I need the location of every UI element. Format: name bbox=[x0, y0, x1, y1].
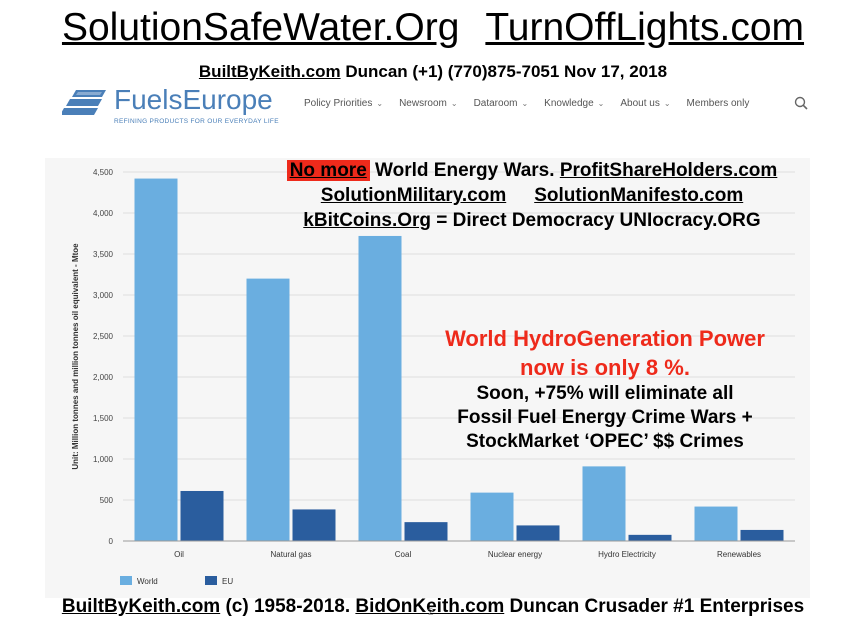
footer-link-builtbykeith[interactable]: BuiltByKeith.com bbox=[61, 596, 221, 617]
x-tick-label: Oil bbox=[174, 550, 184, 559]
header-link-safewater[interactable]: SolutionSafeWater.Org bbox=[61, 6, 460, 49]
x-tick-label: Nuclear energy bbox=[488, 550, 542, 559]
hydro-line-2: now is only 8 %. bbox=[520, 355, 690, 380]
header-title: SolutionSafeWater.Org TurnOffLights.com bbox=[0, 6, 866, 50]
nav-item-knowledge[interactable]: Knowledge ⌄ bbox=[544, 98, 605, 109]
nav-item-policy-priorities[interactable]: Policy Priorities ⌄ bbox=[304, 98, 384, 109]
link-profitshareholders[interactable]: ProfitShareHolders.com bbox=[559, 160, 778, 181]
chevron-down-icon: ⌄ bbox=[450, 99, 458, 108]
legend-swatch-world bbox=[120, 576, 132, 585]
no-more-highlight: No more bbox=[286, 160, 370, 181]
chevron-down-icon: ⌄ bbox=[521, 99, 529, 108]
y-tick-label: 0 bbox=[109, 537, 114, 546]
y-tick-label: 2,000 bbox=[93, 373, 114, 382]
nav-menu: Policy Priorities ⌄ Newsroom ⌄ Dataroom ⌄ K… bbox=[304, 98, 765, 109]
fuelseurope-navbar: FuelsEurope REFINING PRODUCTS FOR OUR EV… bbox=[60, 82, 820, 132]
nav-item-about-us[interactable]: About us ⌄ bbox=[620, 98, 671, 109]
footer: BuiltByKeith.com (c) 1958-2018. BidOnKei… bbox=[61, 596, 805, 617]
bar-eu-oil bbox=[180, 490, 224, 541]
bar-world-coal bbox=[358, 235, 402, 541]
x-tick-label: Renewables bbox=[717, 550, 761, 559]
header-link-turnofflights[interactable]: TurnOffLights.com bbox=[485, 6, 805, 49]
fuelseurope-logo-icon bbox=[62, 90, 106, 115]
bar-world-nuclear-energy bbox=[470, 492, 514, 541]
link-solutionmilitary[interactable]: SolutionMilitary.com bbox=[320, 185, 507, 206]
chart-panel: 0 500 1,000 1,500 2,000 2,500 3,000 3,500 4,000 4… bbox=[45, 158, 810, 598]
bar-world-renewables bbox=[694, 506, 738, 541]
search-icon[interactable] bbox=[794, 96, 808, 110]
chevron-down-icon: ⌄ bbox=[597, 99, 605, 108]
overlay-energy-wars: No more World Energy Wars. ProfitShareHo… bbox=[262, 158, 802, 233]
legend-label-world: World bbox=[137, 577, 158, 586]
link-kbitcoins[interactable]: kBitCoins.Org bbox=[303, 210, 432, 231]
y-tick-label: 500 bbox=[100, 496, 114, 505]
nav-item-newsroom[interactable]: Newsroom ⌄ bbox=[399, 98, 458, 109]
bar-world-natural-gas bbox=[246, 278, 290, 541]
energy-consumption-bar-chart: 0 500 1,000 1,500 2,000 2,500 3,000 3,500 4,000 4… bbox=[71, 168, 795, 586]
logo-tagline: REFINING PRODUCTS FOR OUR EVERYDAY LIFE bbox=[114, 118, 279, 125]
bar-eu-renewables bbox=[740, 529, 784, 541]
chevron-down-icon: ⌄ bbox=[663, 99, 671, 108]
hydro-line-5: StockMarket ‘OPEC’ $$ Crimes bbox=[466, 431, 744, 452]
logo-text: FuelsEurope bbox=[114, 84, 273, 115]
nav-item-members-only[interactable]: Members only bbox=[686, 98, 750, 109]
y-tick-label: 1,000 bbox=[93, 455, 114, 464]
legend-swatch-eu bbox=[205, 576, 217, 585]
subheader-link[interactable]: BuiltByKeith.com bbox=[198, 62, 341, 81]
bar-world-oil bbox=[134, 178, 178, 541]
hydro-line-1: World HydroGeneration Power bbox=[445, 326, 765, 351]
y-tick-label: 2,500 bbox=[93, 332, 114, 341]
x-tick-label: Coal bbox=[395, 550, 412, 559]
bar-eu-coal bbox=[404, 522, 448, 541]
subheader-contact: Duncan (+1) (770)875-7051 Nov 17, 2018 bbox=[340, 62, 668, 81]
hydro-line-4: Fossil Fuel Energy Crime Wars + bbox=[457, 407, 753, 428]
bar-world-hydro-electricity bbox=[582, 466, 626, 541]
bar-eu-natural-gas bbox=[292, 509, 336, 541]
subheader: BuiltByKeith.com Duncan (+1) (770)875-70… bbox=[0, 62, 866, 82]
overlay-hydro-message: World HydroGeneration Power now is only … bbox=[420, 324, 790, 454]
bar-eu-nuclear-energy bbox=[516, 525, 560, 541]
y-tick-label: 3,000 bbox=[93, 291, 114, 300]
y-tick-label: 4,000 bbox=[93, 209, 114, 218]
x-tick-label: Hydro Electricity bbox=[598, 550, 656, 559]
y-axis-label: Unit: Million tonnes and million tonnes … bbox=[71, 243, 80, 470]
legend-label-eu: EU bbox=[222, 577, 233, 586]
bar-eu-hydro-electricity bbox=[628, 534, 672, 541]
link-solutionmanifesto[interactable]: SolutionManifesto.com bbox=[534, 185, 744, 206]
page-number: 2 bbox=[428, 607, 434, 618]
hydro-line-3: Soon, +75% will eliminate all bbox=[476, 383, 734, 404]
chevron-down-icon: ⌄ bbox=[376, 99, 384, 108]
nav-item-dataroom[interactable]: Dataroom ⌄ bbox=[473, 98, 529, 109]
footer-link-bidonkeith[interactable]: BidOnKeith.com bbox=[355, 596, 505, 617]
y-tick-label: 3,500 bbox=[93, 250, 114, 259]
y-tick-label: 4,500 bbox=[93, 168, 114, 177]
y-tick-label: 1,500 bbox=[93, 414, 114, 423]
x-tick-label: Natural gas bbox=[271, 550, 312, 559]
